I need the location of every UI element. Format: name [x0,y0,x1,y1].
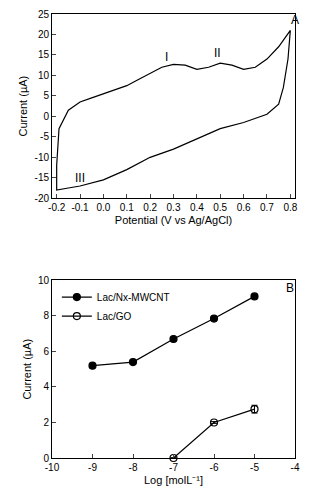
svg-text:-9: -9 [88,462,97,473]
svg-text:0.8: 0.8 [283,202,297,213]
svg-text:Lac/GO: Lac/GO [97,311,132,322]
svg-text:0.6: 0.6 [237,202,251,213]
svg-text:0: 0 [43,453,49,464]
svg-text:0.4: 0.4 [190,202,204,213]
svg-text:0.3: 0.3 [167,202,181,213]
svg-text:-7: -7 [169,462,178,473]
svg-text:10: 10 [38,70,50,81]
svg-text:Log [molL⁻¹]: Log [molL⁻¹] [144,474,203,486]
svg-text:II: II [214,46,221,60]
svg-text:-6: -6 [210,462,219,473]
svg-text:Potential (V vs Ag/AgCl): Potential (V vs Ag/AgCl) [115,214,232,226]
svg-text:-10: -10 [45,462,60,473]
svg-text:-10: -10 [35,152,50,163]
svg-text:-0.2: -0.2 [48,202,66,213]
svg-text:10: 10 [38,275,50,286]
svg-text:0.2: 0.2 [143,202,157,213]
svg-text:0: 0 [43,111,49,122]
svg-text:B: B [286,281,294,295]
svg-text:8: 8 [43,310,49,321]
svg-text:6: 6 [43,346,49,357]
svg-text:0.1: 0.1 [120,202,134,213]
svg-text:25: 25 [38,9,50,20]
svg-text:5: 5 [43,90,49,101]
svg-text:4: 4 [43,381,49,392]
svg-text:I: I [165,50,168,64]
svg-text:-4: -4 [291,462,300,473]
svg-text:III: III [75,171,85,185]
svg-text:Lac/Nx-MWCNT: Lac/Nx-MWCNT [97,292,170,303]
svg-text:-20: -20 [35,193,50,204]
svg-text:-8: -8 [129,462,138,473]
svg-text:-5: -5 [40,131,49,142]
svg-text:-15: -15 [35,172,50,183]
svg-text:A: A [291,13,299,27]
svg-text:2: 2 [43,417,49,428]
svg-text:Current (µA): Current (µA) [21,339,33,400]
svg-text:0.7: 0.7 [260,202,274,213]
svg-text:15: 15 [38,49,50,60]
svg-text:20: 20 [38,29,50,40]
svg-text:Current (µA): Current (µA) [17,76,29,137]
svg-text:-0.1: -0.1 [71,202,89,213]
svg-text:0.0: 0.0 [96,202,110,213]
svg-text:-5: -5 [250,462,259,473]
svg-text:0.5: 0.5 [213,202,227,213]
